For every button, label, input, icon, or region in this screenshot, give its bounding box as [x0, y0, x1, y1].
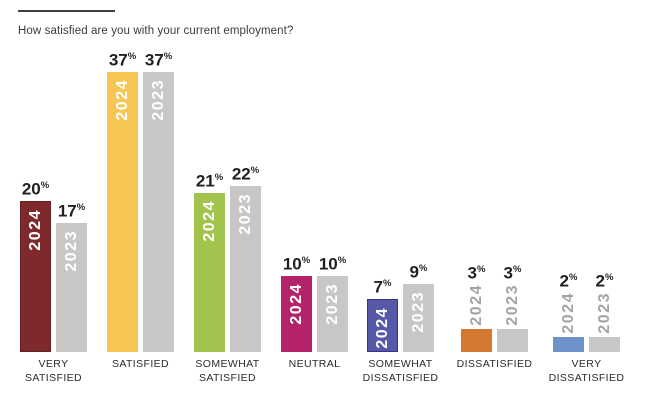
bar-unit-2023-very-dissatisfied: 2% 2023	[589, 268, 620, 352]
category-label-line: DISSATISFIED	[362, 371, 439, 384]
bar-unit-2024-satisfied: 37% 2024	[107, 47, 138, 352]
value-label: 10%	[282, 255, 311, 274]
bar-unit-2024-very-satisfied: 20% 2024	[20, 176, 51, 352]
category-label-line: SATISFIED	[198, 371, 257, 384]
category-label-very-dissatisfied: VERY DISSATISFIED	[523, 358, 650, 385]
year-label-2024: 2024	[467, 284, 485, 326]
bar-pair: 7% 2024 9% 2023	[367, 259, 434, 352]
bar-group-neutral: 10% 2024 10% 2023 NEUTRAL	[281, 0, 348, 407]
category-label-line: SATISFIED	[24, 371, 83, 384]
year-label-2023: 2023	[323, 283, 341, 325]
bar-unit-2024-somewhat-satisfied: 21% 2024	[194, 168, 225, 352]
bar-unit-2024-very-dissatisfied: 2% 2024	[553, 268, 584, 352]
bar-unit-2023-neutral: 10% 2023	[317, 251, 348, 352]
bar-2024-satisfied: 2024	[107, 72, 138, 352]
bar-unit-2023-dissatisfied: 3% 2023	[497, 260, 528, 352]
category-label-somewhat-satisfied: SOMEWHAT SATISFIED	[164, 358, 291, 385]
bar-unit-2023-satisfied: 37% 2023	[143, 47, 174, 352]
year-label-2024: 2024	[373, 307, 391, 349]
category-label-line: SATISFIED	[111, 358, 170, 370]
bar-2023-dissatisfied	[497, 329, 528, 352]
category-label-somewhat-dissatisfied: SOMEWHAT DISSATISFIED	[337, 358, 464, 385]
value-label: 9%	[409, 263, 428, 282]
bar-2024-somewhat-satisfied: 2024	[194, 193, 225, 352]
year-label-2023: 2023	[503, 284, 521, 326]
bar-unit-2023-somewhat-satisfied: 22% 2023	[230, 161, 261, 352]
bar-pair: 37% 2024 37% 2023	[107, 47, 174, 352]
year-label-2024: 2024	[287, 283, 305, 325]
year-label-2024: 2024	[559, 292, 577, 334]
bar-unit-2024-dissatisfied: 3% 2024	[461, 260, 492, 352]
value-label: 20%	[21, 180, 50, 199]
year-label-2023: 2023	[409, 291, 427, 333]
bar-2023-somewhat-dissatisfied: 2023	[403, 284, 434, 352]
chart-question: How satisfied are you with your current …	[18, 25, 294, 37]
value-label: 3%	[503, 263, 522, 283]
bar-group-satisfied: 37% 2024 37% 2023 SATISFIED	[107, 0, 174, 407]
year-label-2023: 2023	[149, 79, 167, 121]
value-label: 22%	[231, 165, 260, 184]
bar-pair: 20% 2024 17% 2023	[20, 176, 87, 352]
category-label-dissatisfied: DISSATISFIED	[431, 358, 558, 372]
bar-2023-very-satisfied: 2023	[56, 223, 87, 352]
bar-group-very-satisfied: 20% 2024 17% 2023 VERY SATISFIED	[20, 0, 87, 407]
value-label: 21%	[195, 172, 224, 191]
category-label-line: NEUTRAL	[288, 358, 341, 370]
bar-2024-very-satisfied: 2024	[20, 201, 51, 352]
value-label: 7%	[373, 278, 392, 297]
category-label-line: VERY	[571, 358, 602, 370]
year-label-2023: 2023	[595, 292, 613, 334]
bar-2024-somewhat-dissatisfied: 2024	[367, 299, 398, 352]
bar-pair: 2% 2024 2% 2023	[553, 268, 620, 352]
year-label-2023: 2023	[236, 193, 254, 235]
value-label: 2%	[595, 271, 614, 291]
year-label-2023: 2023	[62, 230, 80, 272]
bar-unit-2023-somewhat-dissatisfied: 9% 2023	[403, 259, 434, 352]
bar-2024-neutral: 2024	[281, 276, 312, 352]
value-label: 17%	[57, 202, 86, 221]
bar-unit-2024-neutral: 10% 2024	[281, 251, 312, 352]
bar-2024-dissatisfied	[461, 329, 492, 352]
bar-unit-2023-very-satisfied: 17% 2023	[56, 198, 87, 352]
value-label: 10%	[318, 255, 347, 274]
category-label-line: DISSATISFIED	[456, 358, 533, 370]
bar-group-dissatisfied: 3% 2024 3% 2023 DISSATISFIED	[457, 0, 532, 407]
year-label-2024: 2024	[200, 200, 218, 242]
bar-2023-satisfied: 2023	[143, 72, 174, 352]
category-label-line: SOMEWHAT	[368, 358, 433, 370]
bar-pair: 10% 2024 10% 2023	[281, 251, 348, 352]
bar-group-somewhat-dissatisfied: 7% 2024 9% 2023 SOMEWHAT DISSATISFIED	[363, 0, 438, 407]
year-label-2024: 2024	[113, 79, 131, 121]
category-label-line: DISSATISFIED	[548, 371, 625, 384]
bar-unit-2024-somewhat-dissatisfied: 7% 2024	[367, 274, 398, 352]
value-label: 2%	[559, 271, 578, 291]
category-label-line: SOMEWHAT	[195, 358, 260, 370]
bar-pair: 3% 2024 3% 2023	[461, 260, 528, 352]
value-label: 3%	[467, 263, 486, 283]
category-label-satisfied: SATISFIED	[77, 358, 204, 372]
bar-2023-neutral: 2023	[317, 276, 348, 352]
bar-2023-very-dissatisfied	[589, 337, 620, 352]
year-label-2024: 2024	[26, 209, 44, 251]
bar-2023-somewhat-satisfied: 2023	[230, 186, 261, 352]
category-label-very-satisfied: VERY SATISFIED	[0, 358, 117, 385]
category-label-neutral: NEUTRAL	[251, 358, 378, 372]
value-label: 37%	[144, 51, 173, 70]
category-label-line: VERY	[38, 358, 69, 370]
bar-pair: 21% 2024 22% 2023	[194, 161, 261, 352]
value-label: 37%	[108, 51, 137, 70]
bar-group-somewhat-satisfied: 21% 2024 22% 2023 SOMEWHAT SATISFIED	[194, 0, 261, 407]
bar-group-very-dissatisfied: 2% 2024 2% 2023 VERY DISSATISFIED	[549, 0, 624, 407]
top-divider-rule	[18, 10, 115, 12]
bar-2024-very-dissatisfied	[553, 337, 584, 352]
